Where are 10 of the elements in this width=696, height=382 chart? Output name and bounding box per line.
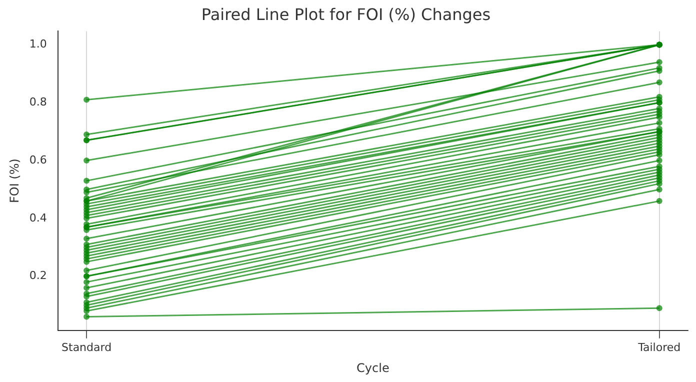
x-tick-label: Tailored [637, 340, 681, 354]
chart-title: Paired Line Plot for FOI (%) Changes [201, 4, 491, 24]
y-tick-label: 1.0 [29, 38, 47, 51]
y-tick-label: 0.2 [29, 269, 47, 282]
x-axis-title: Cycle [356, 360, 390, 375]
y-tick-label: 0.6 [29, 153, 47, 166]
y-axis-title: FOI (%) [7, 158, 22, 204]
y-tick-label: 0.4 [29, 211, 47, 224]
y-tick-label: 0.8 [29, 96, 47, 109]
x-tick-label: Standard [62, 340, 112, 354]
